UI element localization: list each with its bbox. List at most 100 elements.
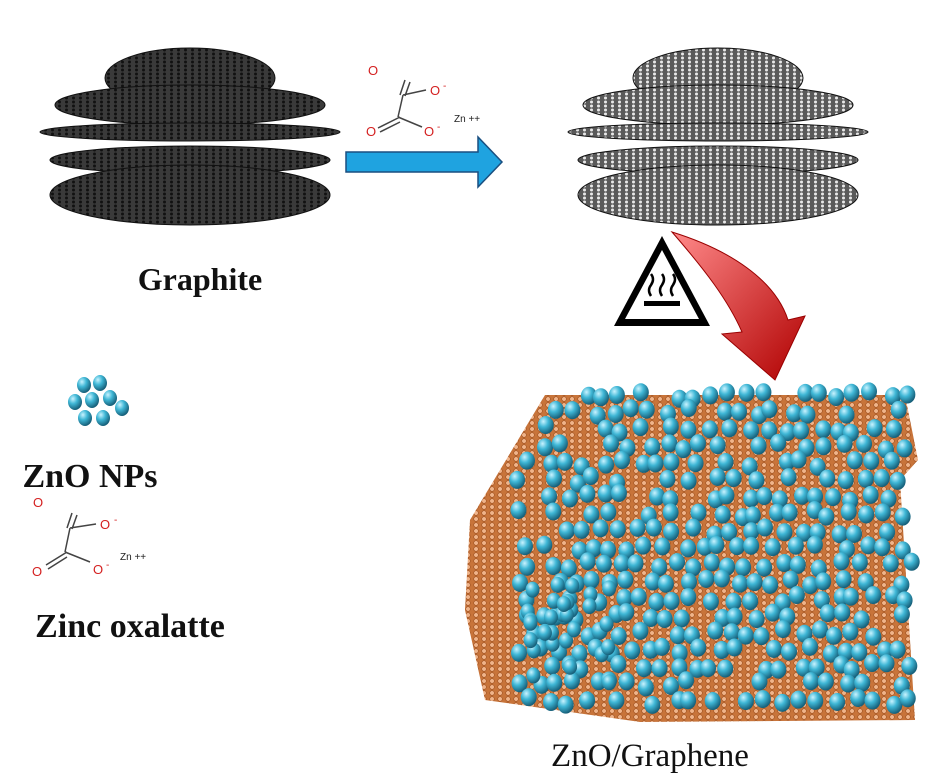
- zno-particle: [656, 610, 673, 629]
- graphene-layer: [54, 84, 326, 126]
- zno-particle: [864, 691, 881, 710]
- atom: O: [32, 564, 42, 579]
- zno-particle: [644, 695, 661, 714]
- zno-particle: [780, 468, 797, 487]
- zno-particle: [543, 454, 560, 473]
- zno-particle: [560, 559, 577, 578]
- zno-particle: [680, 471, 697, 490]
- zno-particle: [863, 451, 880, 470]
- zno-particle: [751, 672, 768, 691]
- zno-particle: [579, 484, 596, 503]
- zno-particle: [723, 623, 740, 642]
- zno-particle: [903, 552, 920, 571]
- zno-particle: [835, 570, 852, 589]
- zno-particle: [893, 605, 910, 624]
- zno-particle: [600, 503, 617, 522]
- zno-particle: [899, 385, 916, 404]
- zno-particle: [756, 487, 773, 506]
- zno-particle: [770, 433, 787, 452]
- heating-arrow: [670, 231, 806, 381]
- zno-particle: [782, 570, 799, 589]
- zno-particle: [874, 538, 891, 557]
- zno-particle: [559, 632, 574, 649]
- zno-particle: [523, 614, 538, 631]
- zno-particle: [566, 621, 581, 638]
- zno-particle: [806, 535, 823, 554]
- zno-particle: [861, 382, 878, 401]
- zno-particle: [743, 421, 760, 440]
- zno-particle: [68, 394, 82, 410]
- zno-particle: [735, 558, 752, 577]
- zno-particle: [829, 692, 846, 711]
- zno-particle: [510, 643, 527, 662]
- zno-particle: [793, 421, 810, 440]
- zno-particle: [610, 654, 627, 673]
- zno-particle: [525, 581, 540, 598]
- zno-particle: [537, 416, 554, 435]
- zno-particle: [616, 589, 633, 608]
- zno-particle: [702, 386, 719, 405]
- zno-particle: [788, 586, 805, 605]
- zno-particle: [557, 695, 574, 714]
- zno-particle: [662, 490, 679, 509]
- zno-particle: [597, 419, 614, 438]
- zno-particle: [815, 437, 832, 456]
- zno-particle: [580, 386, 597, 405]
- zno-particle: [834, 603, 851, 622]
- atom: O: [424, 124, 434, 139]
- zno-particle: [685, 518, 702, 537]
- zno-particle: [96, 410, 110, 426]
- zno-particle: [748, 610, 765, 629]
- zno-particle: [622, 399, 639, 418]
- zno-particle: [889, 471, 906, 490]
- zno-particle: [526, 667, 541, 684]
- zno-particle: [592, 388, 609, 407]
- zno-particle: [600, 540, 617, 559]
- zno-particle: [776, 554, 793, 573]
- zno-particle: [795, 658, 812, 677]
- graphite-stack: [39, 47, 341, 226]
- zno-particle: [669, 553, 686, 572]
- zno-particle: [750, 436, 767, 455]
- zno-particle: [610, 484, 627, 503]
- zno-particle: [761, 400, 778, 419]
- zno-particle: [878, 654, 895, 673]
- charge: -: [114, 515, 117, 526]
- zno-particle: [819, 469, 836, 488]
- zno-particle: [721, 523, 738, 542]
- zno-particle: [717, 402, 734, 421]
- zno-particle: [632, 383, 649, 402]
- zno-particle: [602, 674, 617, 691]
- charge: -: [437, 122, 440, 133]
- zno-particle: [673, 609, 690, 628]
- zno-particle: [790, 450, 807, 469]
- zno-particle: [630, 587, 647, 606]
- zno-particle: [680, 588, 697, 607]
- zno-particle: [896, 591, 913, 610]
- zno-particle: [583, 570, 600, 589]
- zno-particle: [645, 518, 662, 537]
- zno-particle: [714, 505, 731, 524]
- zno-particle: [865, 586, 882, 605]
- zno-particle: [850, 689, 867, 708]
- zno-particle: [545, 502, 562, 521]
- zno-particle: [573, 520, 590, 539]
- zno-particle: [582, 467, 599, 486]
- zno-particle: [563, 671, 580, 690]
- zno-particle: [579, 691, 596, 710]
- bond: [45, 512, 97, 570]
- zno-particle: [842, 587, 859, 606]
- zno-particle: [565, 577, 580, 594]
- zno-particle: [885, 420, 902, 439]
- zno-particle: [743, 489, 760, 508]
- zno-particle: [599, 615, 614, 632]
- zno-particle: [561, 489, 578, 508]
- zno-particle: [632, 418, 649, 437]
- zno-particle: [743, 536, 760, 555]
- zno-particle: [564, 401, 581, 420]
- zno-particle: [770, 660, 787, 679]
- zno-particle: [853, 610, 870, 629]
- zno-particle: [858, 505, 875, 524]
- zno-particle: [685, 558, 702, 577]
- zno-particle: [725, 469, 742, 488]
